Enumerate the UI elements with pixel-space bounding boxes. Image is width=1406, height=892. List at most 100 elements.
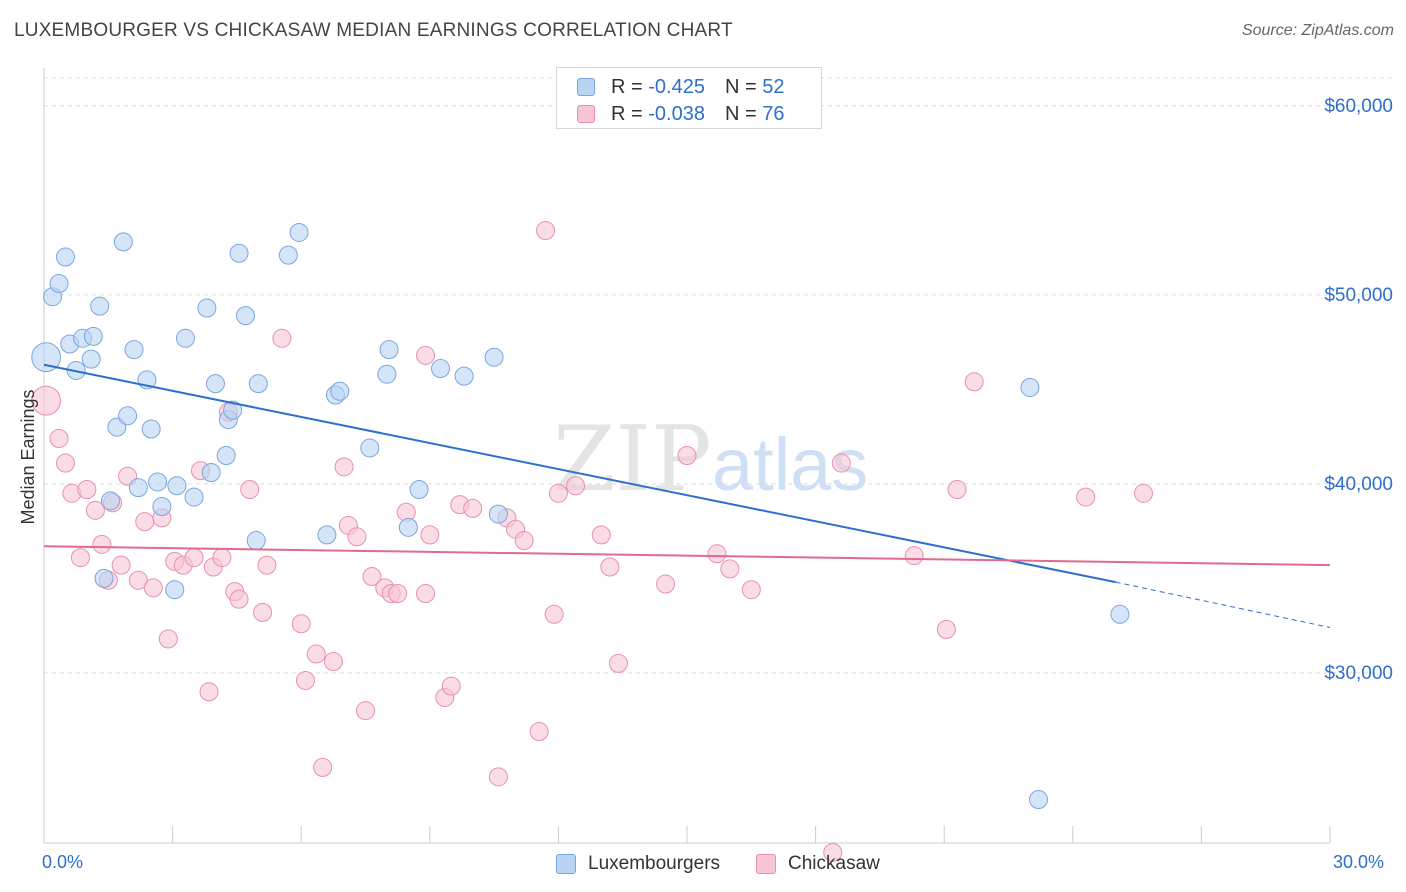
blue-swatch <box>577 78 595 96</box>
data-point-chickasaw <box>741 580 761 600</box>
data-point-chickasaw <box>591 525 611 545</box>
grid-layer <box>44 77 1394 674</box>
data-point-chickasaw <box>1134 483 1154 503</box>
data-point-chickasaw <box>70 548 90 568</box>
data-point-luxembourgers <box>216 446 236 465</box>
data-point-chickasaw <box>347 527 367 547</box>
legend-label: Luxembourgers <box>588 853 721 874</box>
data-point-luxembourgers <box>94 568 114 588</box>
data-point-chickasaw <box>85 500 105 520</box>
data-point-chickasaw <box>77 480 97 500</box>
n-value: 76 <box>762 102 785 125</box>
data-point-chickasaw <box>536 221 556 241</box>
data-point-chickasaw <box>323 652 343 672</box>
data-point-chickasaw <box>656 574 676 594</box>
data-point-chickasaw <box>947 480 967 500</box>
data-point-chickasaw <box>416 345 436 365</box>
data-point-chickasaw <box>257 555 277 575</box>
data-point-chickasaw <box>135 512 155 532</box>
data-point-chickasaw <box>488 767 508 787</box>
data-point-chickasaw <box>420 525 440 545</box>
data-point-luxembourgers <box>49 273 69 293</box>
data-point-luxembourgers <box>431 359 451 379</box>
data-point-luxembourgers <box>360 438 380 458</box>
data-point-chickasaw <box>441 676 461 696</box>
n-label: N = <box>724 102 757 125</box>
data-point-chickasaw <box>544 604 564 624</box>
data-point-chickasaw <box>677 446 697 465</box>
data-point-chickasaw <box>158 629 178 649</box>
data-point-chickasaw <box>128 570 148 590</box>
data-point-chickasaw <box>92 534 112 554</box>
data-point-luxembourgers <box>484 347 504 367</box>
data-point-luxembourgers <box>1020 377 1040 397</box>
trend-line-luxembourgers <box>43 363 1116 584</box>
data-point-luxembourgers <box>31 342 62 373</box>
data-point-chickasaw <box>55 453 75 473</box>
trend-line-luxembourgers-extension <box>1115 581 1331 629</box>
data-point-luxembourgers <box>377 364 397 384</box>
y-tick-label: $50,000 <box>1324 285 1393 306</box>
n-value: 52 <box>762 75 785 98</box>
data-point-luxembourgers <box>317 525 337 545</box>
data-point-chickasaw <box>295 670 315 690</box>
trend-layer <box>43 363 1331 629</box>
data-point-luxembourgers <box>398 517 418 537</box>
legend-item-luxembourgers: Luxembourgers <box>556 851 720 877</box>
data-point-luxembourgers <box>205 374 225 394</box>
data-point-luxembourgers <box>83 326 103 346</box>
data-point-luxembourgers <box>409 480 429 500</box>
data-point-chickasaw <box>566 476 586 496</box>
r-value: -0.038 <box>648 102 705 125</box>
data-point-luxembourgers <box>1110 604 1130 624</box>
points-layer <box>31 221 1154 862</box>
data-point-luxembourgers <box>55 247 75 267</box>
data-point-chickasaw <box>823 842 843 862</box>
x-tick-label-min: 0.0% <box>42 852 84 872</box>
data-point-chickasaw <box>548 483 568 503</box>
data-point-luxembourgers <box>278 245 298 265</box>
data-point-luxembourgers <box>128 478 148 498</box>
source-label: Source: ZipAtlas.com <box>1241 22 1394 39</box>
data-point-chickasaw <box>600 557 620 577</box>
legend-row-chickasaw: R = -0.038 N = 76 <box>577 102 784 126</box>
data-point-luxembourgers <box>152 497 172 517</box>
y-tick-label: $30,000 <box>1324 663 1393 684</box>
data-point-chickasaw <box>831 453 851 473</box>
data-point-luxembourgers <box>201 463 221 483</box>
data-point-luxembourgers <box>330 381 350 401</box>
data-point-chickasaw <box>240 480 260 500</box>
data-point-chickasaw <box>720 559 740 579</box>
data-point-chickasaw <box>313 757 333 777</box>
data-point-chickasaw <box>707 544 727 564</box>
data-point-luxembourgers <box>165 580 185 600</box>
r-label: R = <box>611 75 643 98</box>
data-point-luxembourgers <box>100 491 120 511</box>
data-point-luxembourgers <box>246 531 266 551</box>
watermark: ZIP atlas <box>553 407 868 512</box>
data-point-chickasaw <box>964 372 984 392</box>
data-point-chickasaw <box>388 583 408 603</box>
data-point-chickasaw <box>253 602 273 622</box>
data-point-chickasaw <box>936 619 956 639</box>
data-point-luxembourgers <box>175 328 195 348</box>
data-point-luxembourgers <box>81 349 101 369</box>
pink-swatch <box>577 105 595 123</box>
data-point-chickasaw <box>904 546 924 566</box>
data-point-chickasaw <box>229 589 249 609</box>
data-point-luxembourgers <box>118 406 138 426</box>
data-point-chickasaw <box>514 531 534 551</box>
pink-swatch <box>756 854 776 874</box>
data-point-luxembourgers <box>235 306 255 326</box>
legend-row-luxembourgers: R = -0.425 N = 52 <box>577 75 784 99</box>
data-point-luxembourgers <box>379 340 399 360</box>
data-point-luxembourgers <box>229 243 249 263</box>
data-point-luxembourgers <box>488 504 508 524</box>
r-label: R = <box>611 102 643 125</box>
data-point-chickasaw <box>272 328 292 348</box>
data-point-luxembourgers <box>289 222 309 242</box>
y-tick-label: $40,000 <box>1324 474 1393 495</box>
data-point-chickasaw <box>199 682 219 702</box>
data-point-chickasaw <box>306 644 326 664</box>
